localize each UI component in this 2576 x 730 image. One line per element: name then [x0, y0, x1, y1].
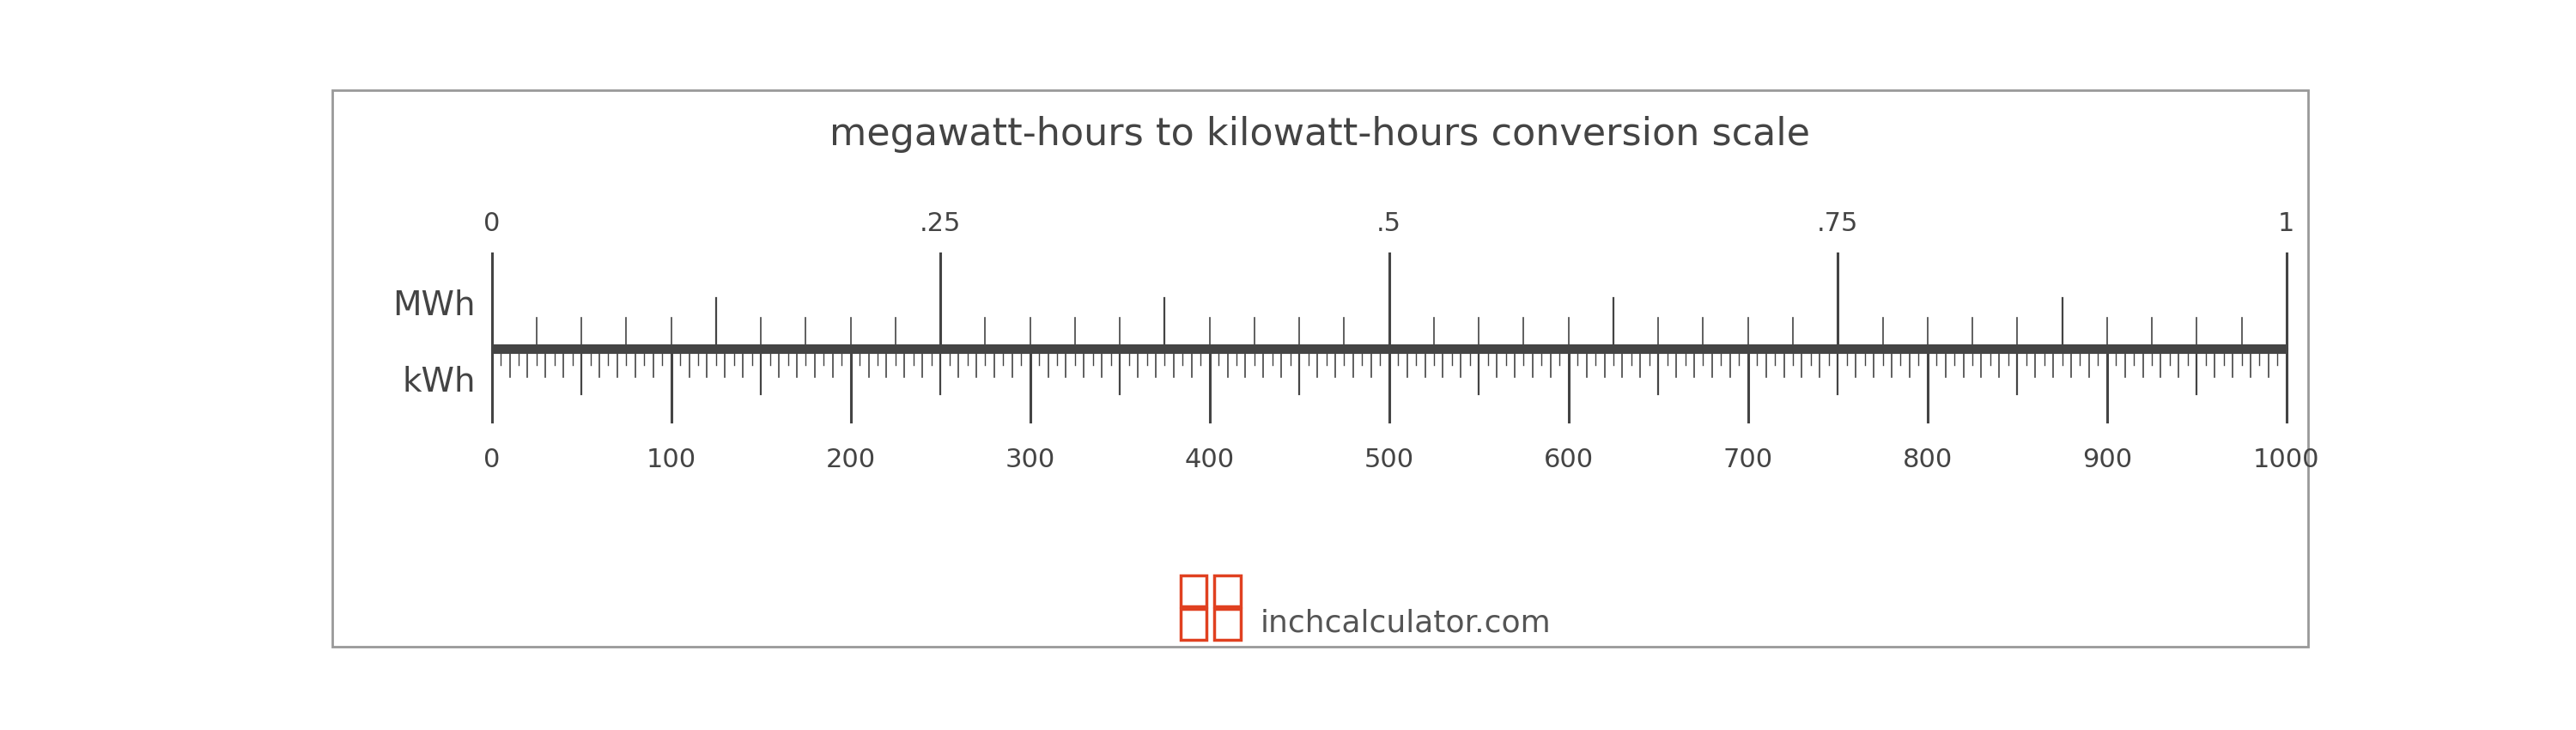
Text: megawatt-hours to kilowatt-hours conversion scale: megawatt-hours to kilowatt-hours convers… — [829, 116, 1811, 153]
Text: 500: 500 — [1365, 447, 1414, 472]
Text: inchcalculator.com: inchcalculator.com — [1260, 608, 1551, 637]
Text: .5: .5 — [1376, 212, 1401, 237]
Text: 0: 0 — [484, 447, 500, 472]
Text: 600: 600 — [1543, 447, 1595, 472]
Text: kWh: kWh — [402, 366, 477, 398]
Text: 400: 400 — [1185, 447, 1234, 472]
Text: .75: .75 — [1816, 212, 1857, 237]
Text: .25: .25 — [920, 212, 961, 237]
Text: 0: 0 — [484, 212, 500, 237]
Text: 1000: 1000 — [2254, 447, 2321, 472]
Text: 300: 300 — [1005, 447, 1056, 472]
Text: 200: 200 — [827, 447, 876, 472]
Text: 900: 900 — [2081, 447, 2133, 472]
Text: 700: 700 — [1723, 447, 1772, 472]
Text: 100: 100 — [647, 447, 696, 472]
Text: 800: 800 — [1904, 447, 1953, 472]
Text: MWh: MWh — [394, 290, 477, 322]
Text: 1: 1 — [2277, 212, 2295, 237]
